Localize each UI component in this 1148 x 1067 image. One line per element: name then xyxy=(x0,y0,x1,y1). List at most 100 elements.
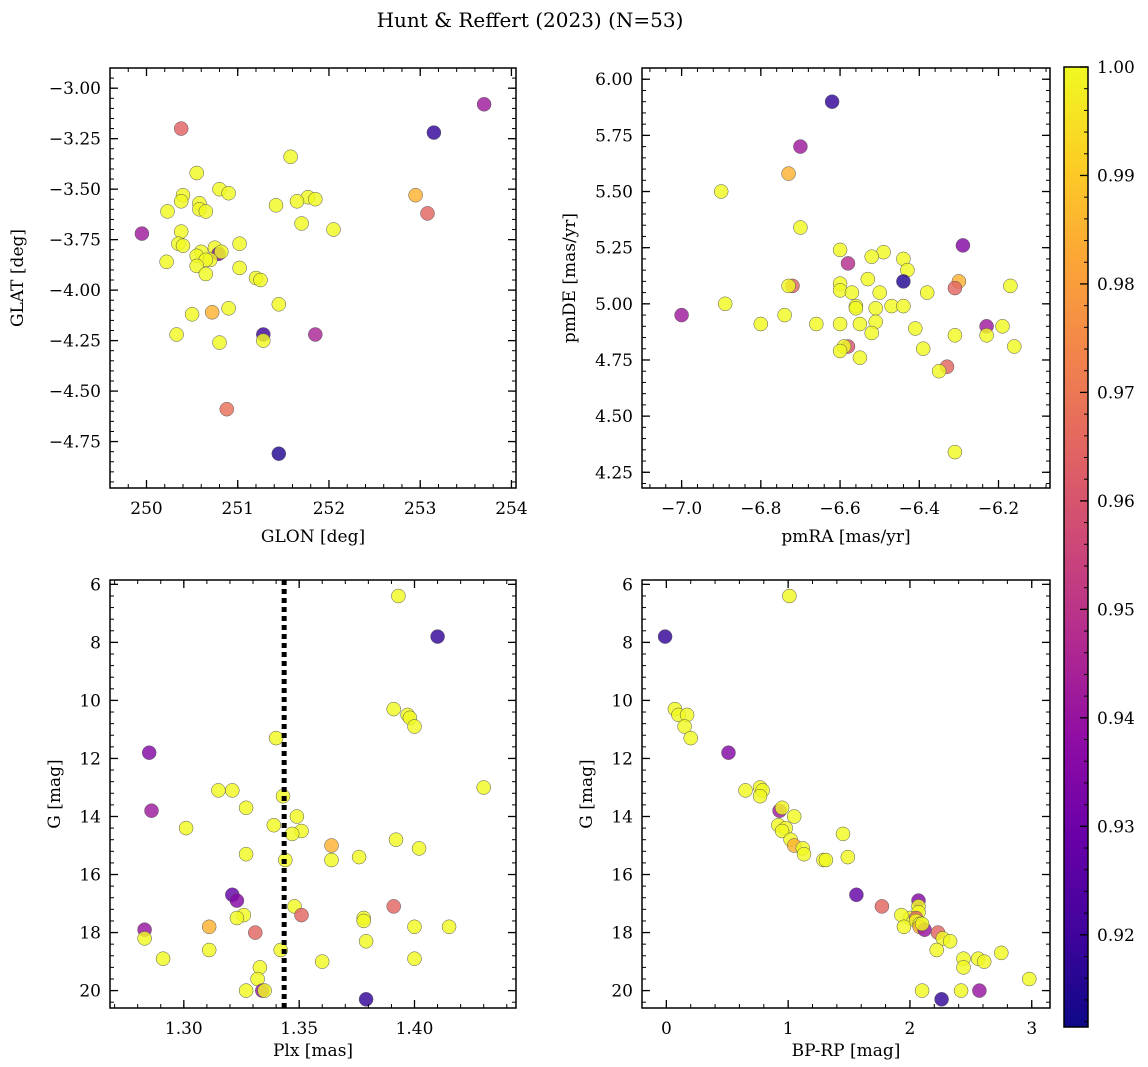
y-axis-label-3: G [mag] xyxy=(577,759,597,828)
data-point xyxy=(411,841,427,856)
y-tick-label: 14 xyxy=(611,807,633,827)
y-tick-label: 4.50 xyxy=(595,407,633,427)
data-point xyxy=(832,343,848,359)
data-point xyxy=(914,983,930,998)
data-point xyxy=(777,307,792,323)
ticks-2: 1.30 1.35 1.40 6 8 10 12 14 16 18 20 xyxy=(79,575,516,1039)
data-point xyxy=(752,788,768,804)
data-point xyxy=(896,298,911,314)
data-point xyxy=(314,954,330,969)
colorbar-tick-label: 0.94 xyxy=(1097,709,1135,729)
axes-frame-0 xyxy=(109,67,517,489)
data-point xyxy=(169,327,184,342)
data-point xyxy=(173,224,189,239)
data-point xyxy=(782,588,797,604)
x-tick-label: 2 xyxy=(905,1019,916,1039)
data-point xyxy=(868,301,883,316)
colorbar-gradient xyxy=(1064,67,1088,1027)
y-tick-label: −3.75 xyxy=(49,231,101,251)
axes-frame-1 xyxy=(641,67,1051,489)
data-point xyxy=(386,899,401,914)
data-point xyxy=(294,216,309,231)
data-point xyxy=(271,297,287,312)
data-point xyxy=(238,846,254,862)
data-point xyxy=(1003,278,1018,294)
data-point xyxy=(238,983,254,998)
y-tick-label: 16 xyxy=(611,866,633,886)
data-point xyxy=(407,719,422,734)
x-tick-label: 252 xyxy=(313,499,345,519)
data-point xyxy=(809,316,824,332)
data-point xyxy=(786,809,802,824)
scatter-points-0 xyxy=(134,97,492,461)
x-tick-label: 3 xyxy=(1026,1019,1037,1039)
data-point xyxy=(657,629,673,644)
data-point xyxy=(289,809,305,824)
ticks-1: −7.0 −6.8 −6.6 −6.4 −6.2 4.25 4.50 4.75 5.00 5.25… xyxy=(595,67,1050,519)
data-point xyxy=(283,149,298,165)
data-point xyxy=(420,206,435,221)
data-point xyxy=(896,274,911,289)
x-tick-label: −7.0 xyxy=(661,499,702,519)
y-tick-label: 4.25 xyxy=(595,463,633,483)
data-point xyxy=(211,783,226,798)
y-tick-label: 5.25 xyxy=(595,239,633,259)
data-point xyxy=(266,817,282,833)
x-axis-label-2: Plx [mas] xyxy=(273,1041,353,1061)
data-point xyxy=(221,185,236,201)
data-point xyxy=(388,832,404,847)
y-tick-label: 4.75 xyxy=(595,351,633,371)
x-axis-label-3: BP-RP [mag] xyxy=(792,1041,901,1061)
data-point xyxy=(137,931,152,946)
data-point xyxy=(221,301,236,316)
data-point xyxy=(848,301,864,316)
y-tick-label: 18 xyxy=(611,924,633,944)
colorbar-tick-label: 1.00 xyxy=(1097,58,1135,78)
data-point xyxy=(753,316,769,332)
y-tick-label: 6 xyxy=(622,575,633,595)
figure-title: Hunt & Reffert (2023) (N=53) xyxy=(377,8,684,32)
colorbar: 0.92 0.93 0.94 0.95 0.96 0.97 0.98 0.99 1.00 xyxy=(1063,58,1135,1028)
data-point xyxy=(225,783,240,798)
y-tick-label: −4.00 xyxy=(49,281,101,301)
data-point xyxy=(189,165,204,181)
data-point xyxy=(872,285,887,300)
data-point xyxy=(995,319,1010,334)
data-point xyxy=(972,983,987,998)
data-point xyxy=(934,992,949,1007)
data-point xyxy=(942,934,958,949)
y-axis-label-2: G [mag] xyxy=(45,759,65,828)
data-point xyxy=(204,305,220,320)
y-tick-label: 18 xyxy=(79,924,101,944)
data-point xyxy=(677,719,692,734)
data-point xyxy=(407,919,422,935)
data-point xyxy=(1007,339,1022,354)
y-axis-label-1: pmDE [mas/yr] xyxy=(560,213,580,343)
data-point xyxy=(721,745,736,760)
y-axis-label-0: GLAT [deg] xyxy=(8,229,28,327)
x-tick-label: 254 xyxy=(495,499,527,519)
data-point xyxy=(178,820,194,836)
data-point xyxy=(232,260,247,276)
data-point xyxy=(796,846,812,862)
data-point xyxy=(308,327,323,342)
data-point xyxy=(430,629,445,644)
data-point xyxy=(324,838,339,853)
data-point xyxy=(824,94,840,109)
colorbar-tick-label: 0.99 xyxy=(1097,166,1135,186)
data-point xyxy=(793,139,808,154)
data-point xyxy=(929,942,944,958)
data-point xyxy=(908,321,923,336)
data-point xyxy=(159,254,174,270)
y-tick-label: 16 xyxy=(79,866,101,886)
data-point xyxy=(1022,971,1037,987)
x-tick-label: 1.30 xyxy=(165,1019,203,1039)
y-tick-label: 12 xyxy=(611,749,633,769)
data-point xyxy=(358,934,374,949)
data-point xyxy=(201,919,217,935)
data-point xyxy=(840,256,856,271)
colorbar-tick-label: 0.97 xyxy=(1097,383,1135,403)
data-point xyxy=(289,194,305,209)
